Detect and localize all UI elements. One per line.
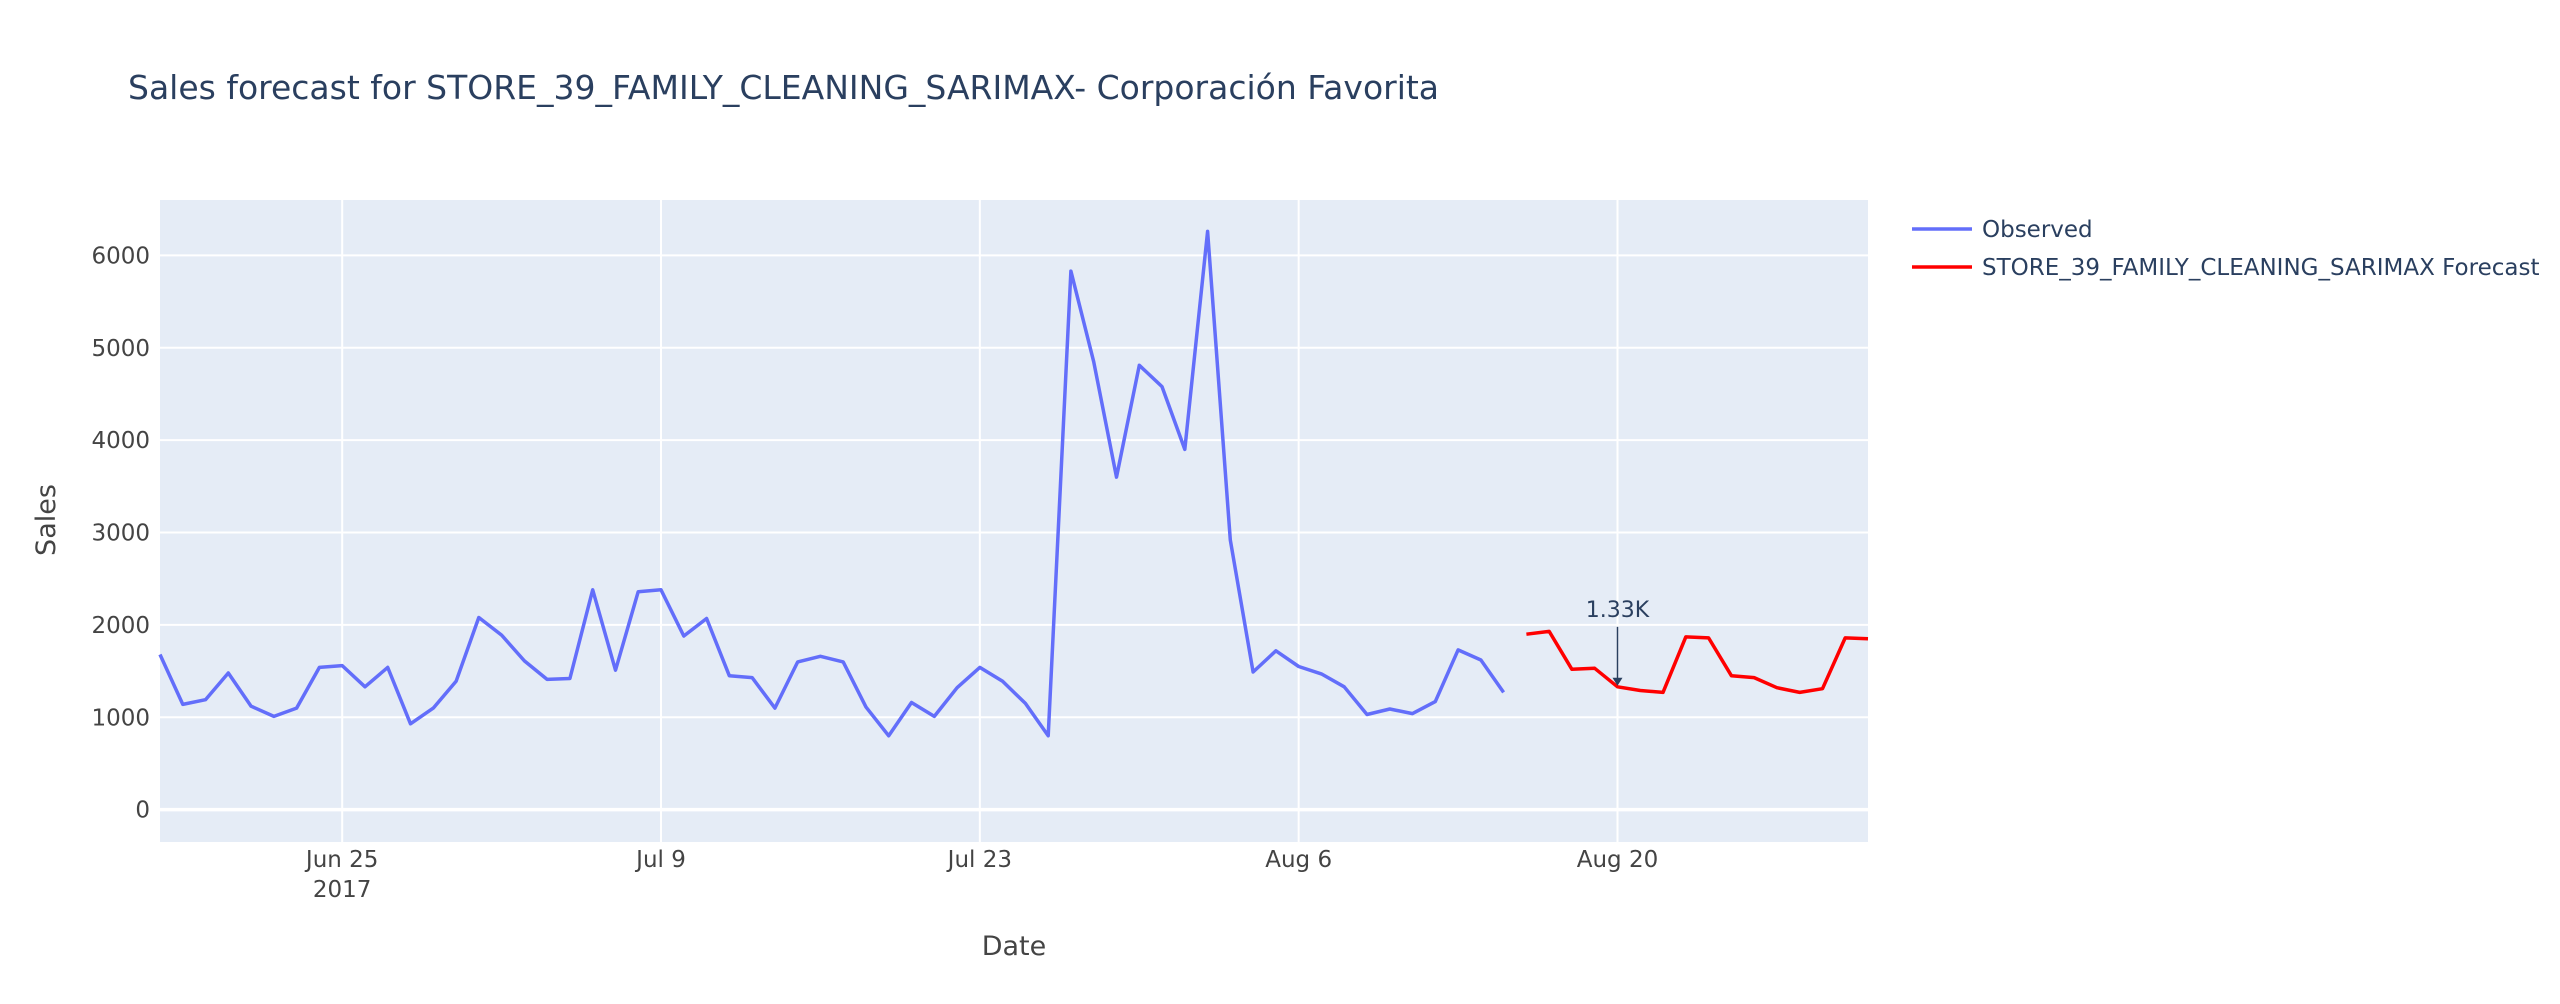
x-tick-label: Aug 6: [1265, 847, 1332, 873]
x-axis-ticks: Jun 25 2017 Jul 9 Jul 23 Aug 6 Aug 20: [304, 847, 1658, 903]
legend-label: STORE_39_FAMILY_CLEANING_SARIMAX Forecas…: [1982, 255, 2539, 281]
x-axis-title: Date: [982, 931, 1047, 962]
y-tick-label: 5000: [91, 336, 150, 362]
series-line-0: [158, 229, 1506, 738]
annotation-label: 1.33K: [1586, 598, 1650, 623]
legend-label: Observed: [1982, 217, 2093, 243]
x-tick-sublabel: 2017: [313, 877, 372, 903]
x-tick-label: Jul 9: [634, 847, 686, 873]
x-tick-label: Jul 23: [946, 847, 1012, 873]
legend-item-1[interactable]: STORE_39_FAMILY_CLEANING_SARIMAX Forecas…: [1912, 255, 2539, 281]
x-tick-label: Jun 25: [304, 847, 379, 873]
annotation-arrowhead: [1612, 677, 1623, 686]
legend[interactable]: Observed STORE_39_FAMILY_CLEANING_SARIMAX…: [1912, 217, 2539, 281]
plot-area: [160, 200, 1868, 842]
series-line-1: [1526, 629, 1869, 695]
y-tick-label: 1000: [91, 705, 150, 731]
chart-title: Sales forecast for STORE_39_FAMILY_CLEAN…: [128, 68, 1439, 107]
y-axis-title: Sales: [31, 484, 62, 556]
annotations: 1.33K: [1586, 598, 1650, 686]
y-tick-label: 3000: [91, 521, 150, 547]
y-tick-label: 4000: [91, 428, 150, 454]
y-axis-ticks: 0 1000 2000 3000 4000 5000 6000: [91, 243, 150, 823]
y-tick-label: 2000: [91, 613, 150, 639]
y-tick-label: 0: [135, 798, 150, 824]
series-lines: [158, 229, 1869, 738]
legend-item-0[interactable]: Observed: [1912, 217, 2093, 243]
x-tick-label: Aug 20: [1577, 847, 1659, 873]
y-tick-label: 6000: [91, 243, 150, 269]
grid-lines: [160, 200, 1868, 842]
